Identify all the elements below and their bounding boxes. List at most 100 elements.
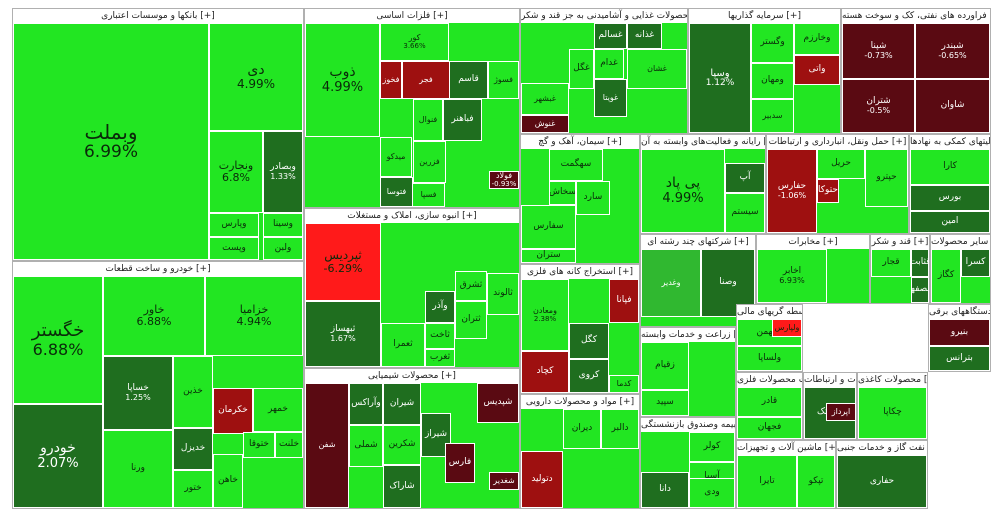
stock-tile[interactable]: شاوان [915,79,990,133]
stock-tile[interactable]: ونجارت 6.8% [209,131,263,213]
stock-tile[interactable]: غویتا [594,79,627,117]
stock-tile[interactable]: فسپا [412,183,445,207]
stock-tile[interactable]: وبملت 6.99% [13,23,209,260]
stock-tile[interactable]: ثالوند [487,273,519,315]
stock-tile[interactable]: فجر [402,61,450,99]
stock-tile[interactable]: سارد [576,181,610,215]
stock-tile[interactable]: کسرا [961,249,990,277]
stock-tile[interactable]: امین [910,211,990,233]
stock-tile[interactable]: غدام [594,49,624,79]
sector-title[interactable]: بانکها و موسسات اعتباری [+] [13,9,303,23]
stock-tile[interactable]: حپترو [865,149,908,207]
stock-tile[interactable]: فباهنر [443,99,482,141]
stock-tile[interactable]: ومعادن 2.38% [521,279,569,351]
stock-tile[interactable]: زقیام [641,342,689,390]
stock-tile[interactable]: خگستر 6.88% [13,276,103,404]
stock-tile[interactable]: ولپارس [772,319,802,337]
stock-tile[interactable]: حفاری [837,455,927,508]
stock-tile[interactable]: ورنا [103,430,173,508]
stock-tile[interactable]: خلنت [275,432,303,458]
stock-tile[interactable]: قاسم [449,61,488,99]
sector-title[interactable]: خودرو و ساخت قطعات [+] [13,262,303,276]
stock-tile[interactable]: تپکو [797,455,835,508]
stock-tile[interactable]: وپارس [209,213,259,237]
stock-tile[interactable]: ختوقا [243,432,275,458]
stock-tile[interactable]: خاور 6.88% [103,276,205,356]
stock-tile[interactable]: وپست [209,237,259,260]
sector-title[interactable]: بیمه وصندوق بازنشستگی [+] [641,418,735,432]
stock-tile[interactable]: بنیرو [929,319,990,346]
stock-tile[interactable]: ولبن [263,237,303,260]
stock-tile[interactable]: چکاپا [858,387,927,439]
stock-tile[interactable]: ثتران [455,301,487,339]
stock-tile[interactable]: بترانس [929,346,990,371]
stock-tile[interactable]: حتوکا [817,179,839,203]
sector-title[interactable]: سایر محصولات [+] [931,235,990,249]
stock-tile[interactable]: آپ [725,163,765,193]
sector-title[interactable]: قند و شکر [+] [871,235,929,249]
stock-tile[interactable]: خذین [173,356,213,428]
sector-title[interactable]: استخراج نفت گاز و خدمات جنبی [+] [837,441,927,455]
sector-title[interactable]: ساخت محصولات فلزی [+] [737,373,802,387]
sector-title[interactable]: استخراج کانه های فلزی [+] [521,265,639,279]
stock-tile[interactable]: تایرا [737,455,797,508]
stock-tile[interactable]: فزرین [413,141,446,183]
stock-tile[interactable]: اخابر 6.93% [757,249,827,303]
stock-tile[interactable]: شیران [383,383,421,425]
stock-tile[interactable]: ختور [173,470,213,508]
stock-tile[interactable]: غشان [627,49,687,89]
stock-tile[interactable]: ثپردیس -6.29% [305,223,381,301]
sector-title[interactable]: محصولات شیمیایی [+] [305,369,519,383]
sector-title[interactable]: زراعت و خدمات وابسته [+] [641,328,735,342]
stock-tile[interactable]: قجار [871,249,911,277]
stock-tile[interactable]: غبشهر [521,83,569,115]
stock-tile[interactable]: ثاخت [425,323,455,349]
stock-tile[interactable]: غسالم [594,23,627,49]
sector-title[interactable]: حمل ونقل، انبارداری و ارتباطات [+] [767,135,908,149]
sector-title[interactable]: رایانه و فعالیت‌های وابسته به آن [+] [641,135,765,149]
stock-tile[interactable]: کگل [569,323,609,359]
stock-tile[interactable]: پی پاد 4.99% [641,149,725,233]
stock-tile[interactable]: کروی [569,359,609,393]
stock-tile[interactable]: شغدیر [489,472,519,490]
sector-title[interactable]: مخابرات [+] [757,235,869,249]
stock-tile[interactable]: شکرین [383,425,421,465]
sector-title[interactable]: فلزات اساسی [+] [305,9,519,23]
stock-tile[interactable]: ستران [521,249,576,263]
stock-tile[interactable]: فولاد -0.93% [489,171,519,189]
stock-tile[interactable]: دی 4.99% [209,23,303,131]
stock-tile[interactable]: واتی [794,55,840,85]
stock-tile[interactable]: شاراک [383,465,421,508]
stock-tile[interactable]: ثشرق [455,271,487,301]
stock-tile[interactable]: وخارزم [794,23,840,55]
sector-title[interactable]: انبوه سازی، املاک و مستغلات [+] [305,209,519,223]
sector-title[interactable]: سیمان، آهک و گچ [+] [521,135,639,149]
stock-tile[interactable]: وگستر [751,23,794,63]
stock-tile[interactable]: دتولید [521,451,563,508]
stock-tile[interactable]: غگل [569,49,594,89]
stock-tile[interactable]: خکرمان [213,388,253,434]
stock-tile[interactable]: بورس [910,185,990,211]
stock-tile[interactable]: ثبهساز 1.67% [305,301,381,367]
stock-tile[interactable]: شتران -0.5% [842,79,915,133]
stock-tile[interactable]: ومهان [751,63,794,99]
stock-tile[interactable]: سیستم [725,193,765,233]
stock-tile[interactable]: وسینا [263,213,303,237]
stock-tile[interactable]: شپدیس [477,383,519,423]
sector-title[interactable]: مواد و محصولات دارویی [+] [521,395,639,409]
stock-tile[interactable]: وسپا 1.12% [689,23,751,133]
stock-tile[interactable]: فتوسا [380,177,413,207]
stock-tile[interactable]: خمهر [253,388,303,432]
stock-tile[interactable]: فنوال [413,99,443,141]
stock-tile[interactable]: سدبیر [751,99,794,133]
stock-tile[interactable]: دالبر [601,409,639,449]
stock-tile[interactable]: اپرداز [826,403,856,421]
stock-tile[interactable]: کارا [910,149,990,185]
stock-tile[interactable]: سپید [641,390,689,416]
stock-tile[interactable]: خزامیا 4.94% [205,276,303,356]
stock-tile[interactable]: ودی [689,478,735,508]
sector-title[interactable]: سرمایه گذاریها [+] [689,9,840,23]
stock-tile[interactable]: وآذر [425,291,455,323]
stock-tile[interactable]: سفارس [521,205,576,249]
stock-tile[interactable]: فسوژ [488,61,519,99]
